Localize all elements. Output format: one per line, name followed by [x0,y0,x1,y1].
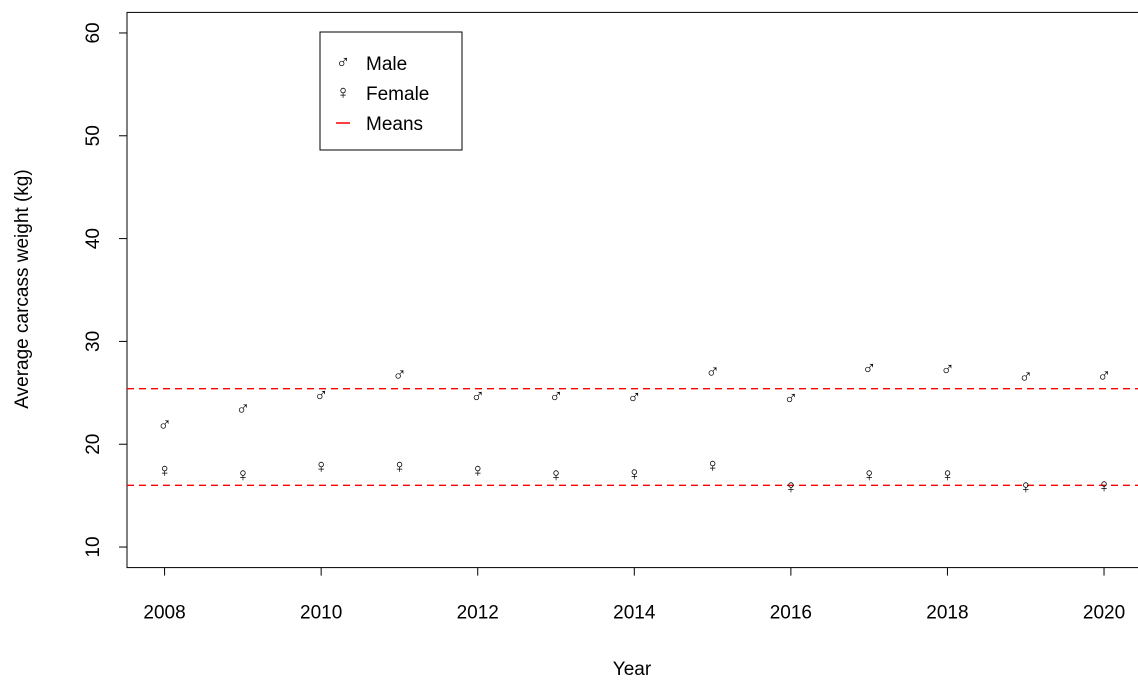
x-tick-label: 2008 [143,603,185,624]
point: ♂ [314,385,328,406]
point: ♀ [940,465,954,486]
legend-symbol: ♀ [336,83,350,104]
point: ♀ [157,461,171,482]
x-tick-label: 2012 [457,603,499,624]
y-tick-label: 20 [83,434,104,455]
legend-label: Female [366,84,429,105]
point: ♂ [157,415,171,436]
y-tick-label: 30 [83,331,104,352]
point: ♂ [784,389,798,410]
point: ♂ [705,362,719,383]
point: ♀ [236,465,250,486]
point: ♀ [784,477,798,498]
legend-symbol: ♂ [336,53,350,74]
point: ♀ [471,461,485,482]
legend-label: Means [366,114,423,135]
point: ♀ [862,465,876,486]
point: ♂ [549,386,563,407]
point: ♀ [314,457,328,478]
point: ♂ [627,387,641,408]
x-tick-label: 2014 [613,603,656,624]
y-tick-label: 50 [83,125,104,146]
point: ♂ [236,399,250,420]
point: ♂ [940,360,954,381]
x-tick-label: 2018 [926,603,968,624]
point: ♂ [471,386,485,407]
point: ♀ [549,465,563,486]
x-tick-label: 2010 [300,603,342,624]
point: ♀ [392,457,406,478]
legend-box [319,31,463,151]
y-tick-label: 40 [83,228,104,249]
legend-label: Male [366,54,407,75]
point: ♂ [1019,367,1033,388]
y-tick-label: 60 [83,22,104,43]
y-tick-label: 10 [83,536,104,557]
x-axis-label: Year [613,659,652,680]
point: ♀ [705,456,719,477]
point: ♂ [862,359,876,380]
x-tick-label: 2020 [1083,603,1125,624]
point: ♀ [627,464,641,485]
legend: ♂ Male ♀ Female Means [319,31,463,151]
point: ♀ [1097,476,1111,497]
x-tick-label: 2016 [770,603,812,624]
y-axis-label: Average carcass weight (kg) [12,169,33,408]
point: ♂ [392,365,406,386]
point: ♂ [1097,366,1111,387]
point: ♀ [1019,477,1033,498]
